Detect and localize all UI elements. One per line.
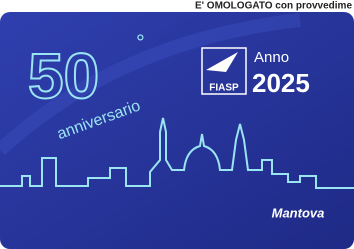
degree-sign: ° bbox=[136, 30, 145, 55]
year: 2025 bbox=[252, 68, 310, 98]
caption: E' OMOLOGATO con provvedime bbox=[195, 1, 352, 12]
city: Mantova bbox=[272, 205, 325, 220]
anniversary-number: 50 bbox=[28, 40, 99, 112]
logo-text: FIASP bbox=[209, 83, 239, 94]
year-label: Anno bbox=[254, 49, 289, 66]
card-image: E' OMOLOGATO con provvedime 50 ° anniver… bbox=[0, 0, 354, 249]
page: E' OMOLOGATO con provvedime 50 ° anniver… bbox=[0, 0, 354, 249]
